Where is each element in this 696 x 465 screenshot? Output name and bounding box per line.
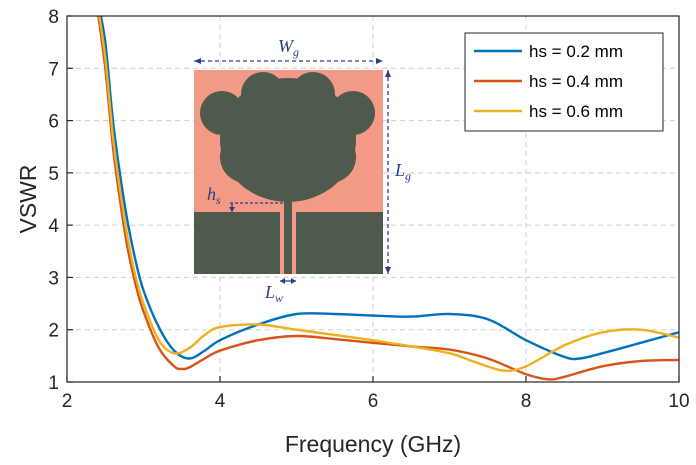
y-tick-label: 8 (48, 7, 59, 28)
x-tick-label: 2 (62, 391, 73, 412)
x-tick-label: 10 (668, 391, 689, 412)
legend: hs = 0.2 mm hs = 0.4 mm hs = 0.6 mm (464, 32, 664, 132)
inset-feed-line (284, 200, 292, 274)
x-axis-label: Frequency (GHz) (285, 431, 461, 457)
inset-arrowheads (194, 58, 391, 284)
y-tick-label: 5 (48, 164, 59, 185)
inset-feed-gap-left (280, 212, 284, 274)
y-tick-label: 2 (48, 321, 59, 342)
y-tick-label: 1 (48, 373, 59, 394)
series-group (97, 16, 679, 381)
x-tick-label: 4 (215, 391, 226, 412)
y-tick-label: 7 (48, 59, 59, 80)
inset-lw-label: Lw (264, 282, 283, 305)
inset-hs-label: hs (207, 184, 221, 207)
inset-width-label: Wg (278, 36, 299, 59)
x-tick-label: 8 (521, 391, 532, 412)
inset-length-label: Lg (394, 160, 411, 183)
legend-label-3: hs = 0.6 mm (529, 102, 623, 121)
x-tick-label: 6 (368, 391, 379, 412)
y-tick-label: 3 (48, 268, 59, 289)
series-line-3 (98, 16, 679, 373)
antenna-inset: Wg Lg hs Lw (194, 36, 411, 305)
inset-feed-gap-right (292, 212, 296, 274)
y-axis-label: VSWR (15, 165, 41, 234)
y-tick-label: 4 (48, 216, 59, 237)
legend-label-2: hs = 0.4 mm (529, 72, 623, 91)
series-line-2 (97, 16, 679, 381)
y-tick-label: 6 (48, 112, 59, 133)
inset-patch (200, 72, 375, 274)
legend-label-1: hs = 0.2 mm (529, 42, 623, 61)
